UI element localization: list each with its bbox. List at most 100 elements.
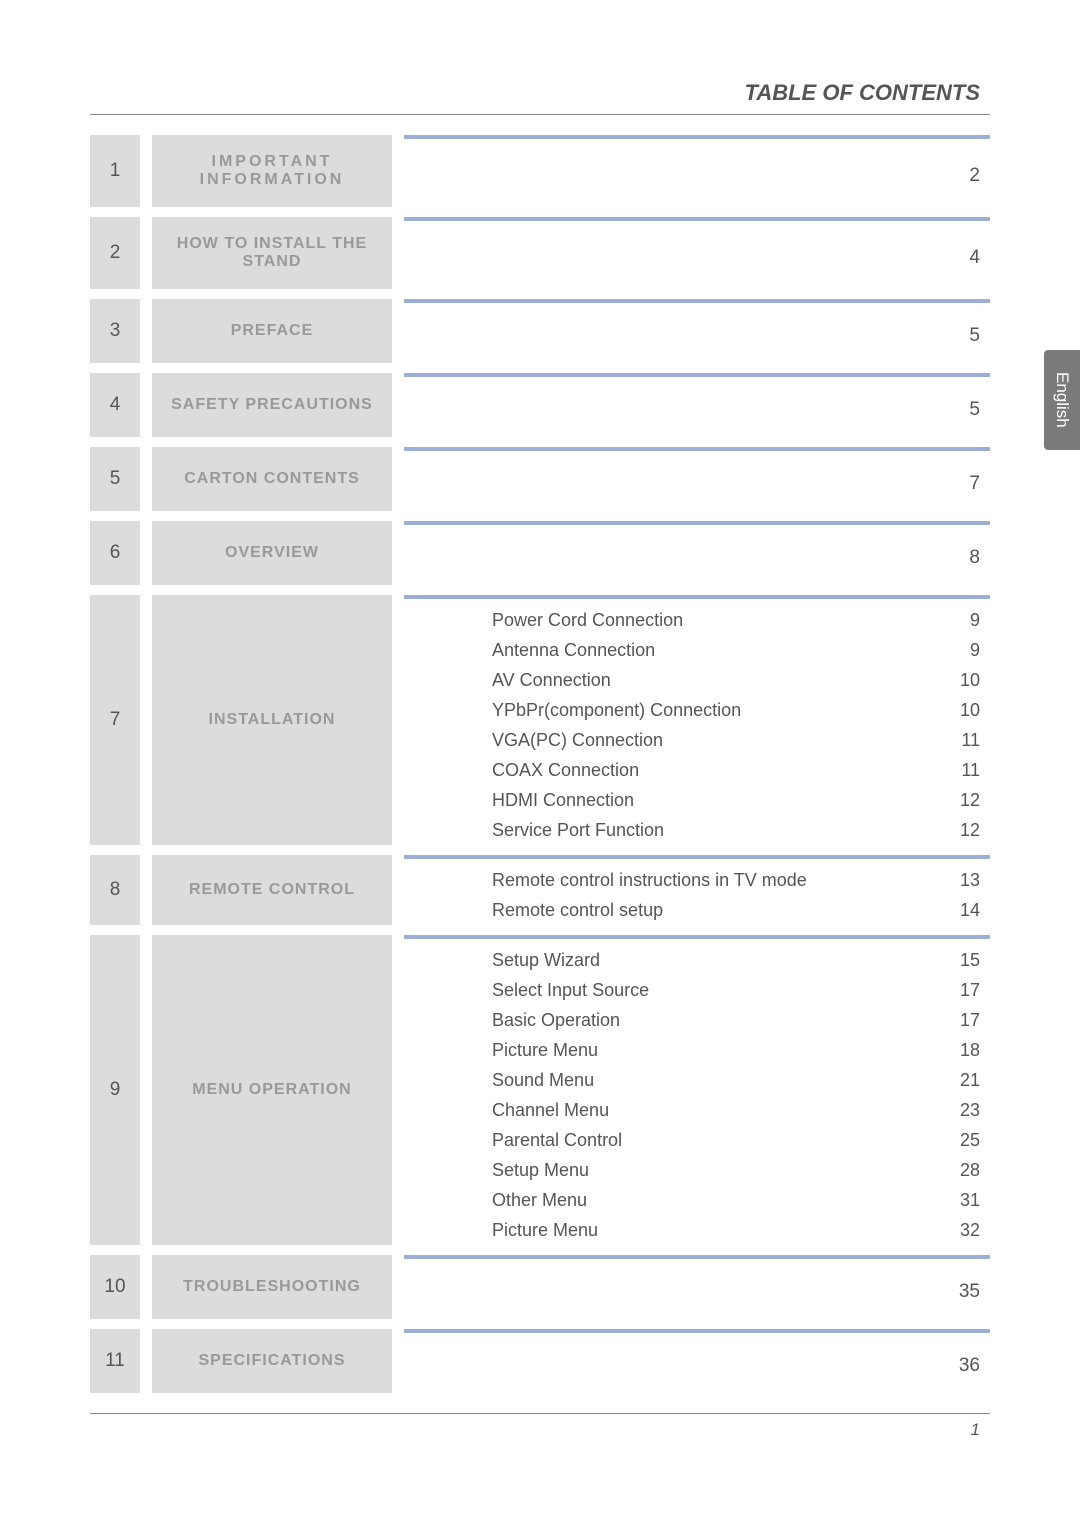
sub-label: Select Input Source [492, 975, 649, 1005]
section-page: 5 [392, 309, 990, 363]
section-number: 3 [90, 299, 140, 363]
sub-row: Remote control instructions in TV mode 13 [492, 865, 980, 895]
sub-row: Picture Menu 32 [492, 1215, 980, 1245]
sub-label: Parental Control [492, 1125, 622, 1155]
section-content: 7 [392, 447, 990, 511]
section-title: TROUBLESHOOTING [152, 1255, 392, 1319]
sub-row: Basic Operation17 [492, 1005, 980, 1035]
sub-page: 14 [960, 895, 980, 925]
section-page: 4 [392, 227, 990, 289]
section-title: INSTALLATION [152, 595, 392, 845]
sub-page: 23 [960, 1095, 980, 1125]
section-content: 35 [392, 1255, 990, 1319]
section-page: 35 [392, 1265, 990, 1319]
accent-line [404, 521, 990, 525]
sub-page: 11 [961, 725, 980, 755]
sub-page: 18 [960, 1035, 980, 1065]
section-number: 1 [90, 135, 140, 207]
sub-label: Basic Operation [492, 1005, 620, 1035]
sub-label: Sound Menu [492, 1065, 594, 1095]
toc-section: 11SPECIFICATIONS36 [90, 1329, 990, 1393]
sub-row: VGA(PC) Connection 11 [492, 725, 980, 755]
toc-section: 2HOW TO INSTALL THE STAND4 [90, 217, 990, 289]
accent-line [404, 217, 990, 221]
sub-row: Channel Menu23 [492, 1095, 980, 1125]
sub-row: Antenna Connection 9 [492, 635, 980, 665]
sub-row: Setup Wizard15 [492, 945, 980, 975]
sub-row: AV Connection10 [492, 665, 980, 695]
sub-row: Setup Menu 28 [492, 1155, 980, 1185]
accent-line [404, 1255, 990, 1259]
section-content: 4 [392, 217, 990, 289]
sub-label: Other Menu [492, 1185, 587, 1215]
sub-label: Antenna Connection [492, 635, 655, 665]
sub-row: Picture Menu18 [492, 1035, 980, 1065]
section-title: REMOTE CONTROL [152, 855, 392, 925]
section-page: 2 [392, 145, 990, 207]
header-rule [90, 114, 990, 115]
section-title: HOW TO INSTALL THE STAND [152, 217, 392, 289]
sub-label: Power Cord Connection [492, 605, 683, 635]
section-number: 4 [90, 373, 140, 437]
section-title: CARTON CONTENTS [152, 447, 392, 511]
accent-line [404, 855, 990, 859]
sub-items: Power Cord Connection9Antenna Connection… [392, 605, 990, 845]
sub-label: Remote control instructions in TV mode [492, 865, 807, 895]
section-page: 7 [392, 457, 990, 511]
section-number: 9 [90, 935, 140, 1245]
section-content: 5 [392, 299, 990, 363]
section-title: IMPORTANT INFORMATION [152, 135, 392, 207]
sub-row: YPbPr(component) Connection10 [492, 695, 980, 725]
page-number: 1 [90, 1420, 990, 1440]
section-title: SPECIFICATIONS [152, 1329, 392, 1393]
sub-items: Remote control instructions in TV mode 13… [392, 865, 990, 925]
sub-row: COAX Connection 11 [492, 755, 980, 785]
toc-section: 4SAFETY PRECAUTIONS5 [90, 373, 990, 437]
sub-page: 13 [960, 865, 980, 895]
section-content: 2 [392, 135, 990, 207]
accent-line [404, 447, 990, 451]
sub-row: Sound Menu21 [492, 1065, 980, 1095]
section-number: 10 [90, 1255, 140, 1319]
sub-label: VGA(PC) Connection [492, 725, 663, 755]
section-content: Remote control instructions in TV mode 13… [392, 855, 990, 925]
sub-label: COAX Connection [492, 755, 639, 785]
accent-line [404, 373, 990, 377]
section-title: SAFETY PRECAUTIONS [152, 373, 392, 437]
section-page: 36 [392, 1339, 990, 1393]
section-content: 8 [392, 521, 990, 585]
sub-page: 25 [960, 1125, 980, 1155]
toc-section: 10TROUBLESHOOTING35 [90, 1255, 990, 1319]
toc-section: 7INSTALLATIONPower Cord Connection9Anten… [90, 595, 990, 845]
toc-section: 5CARTON CONTENTS7 [90, 447, 990, 511]
sub-row: Remote control setup14 [492, 895, 980, 925]
sub-page: 9 [970, 635, 980, 665]
toc-body: 1IMPORTANT INFORMATION22HOW TO INSTALL T… [90, 135, 990, 1393]
toc-section: 8REMOTE CONTROLRemote control instructio… [90, 855, 990, 925]
section-number: 7 [90, 595, 140, 845]
sub-page: 31 [960, 1185, 980, 1215]
page-container: TABLE OF CONTENTS 1IMPORTANT INFORMATION… [0, 0, 1080, 1480]
page-title: TABLE OF CONTENTS [90, 80, 990, 106]
sub-page: 28 [960, 1155, 980, 1185]
accent-line [404, 1329, 990, 1333]
sub-items: Setup Wizard15Select Input Source17Basic… [392, 945, 990, 1245]
sub-page: 12 [960, 785, 980, 815]
section-page: 8 [392, 531, 990, 585]
sub-row: Select Input Source17 [492, 975, 980, 1005]
sub-page: 11 [961, 755, 980, 785]
section-number: 11 [90, 1329, 140, 1393]
section-number: 6 [90, 521, 140, 585]
sub-page: 9 [970, 605, 980, 635]
sub-page: 32 [960, 1215, 980, 1245]
toc-section: 1IMPORTANT INFORMATION2 [90, 135, 990, 207]
section-content: Setup Wizard15Select Input Source17Basic… [392, 935, 990, 1245]
sub-label: Picture Menu [492, 1215, 598, 1245]
accent-line [404, 595, 990, 599]
toc-section: 9MENU OPERATIONSetup Wizard15Select Inpu… [90, 935, 990, 1245]
sub-label: Setup Menu [492, 1155, 589, 1185]
accent-line [404, 935, 990, 939]
section-number: 2 [90, 217, 140, 289]
sub-label: Setup Wizard [492, 945, 600, 975]
sub-row: Other Menu 31 [492, 1185, 980, 1215]
